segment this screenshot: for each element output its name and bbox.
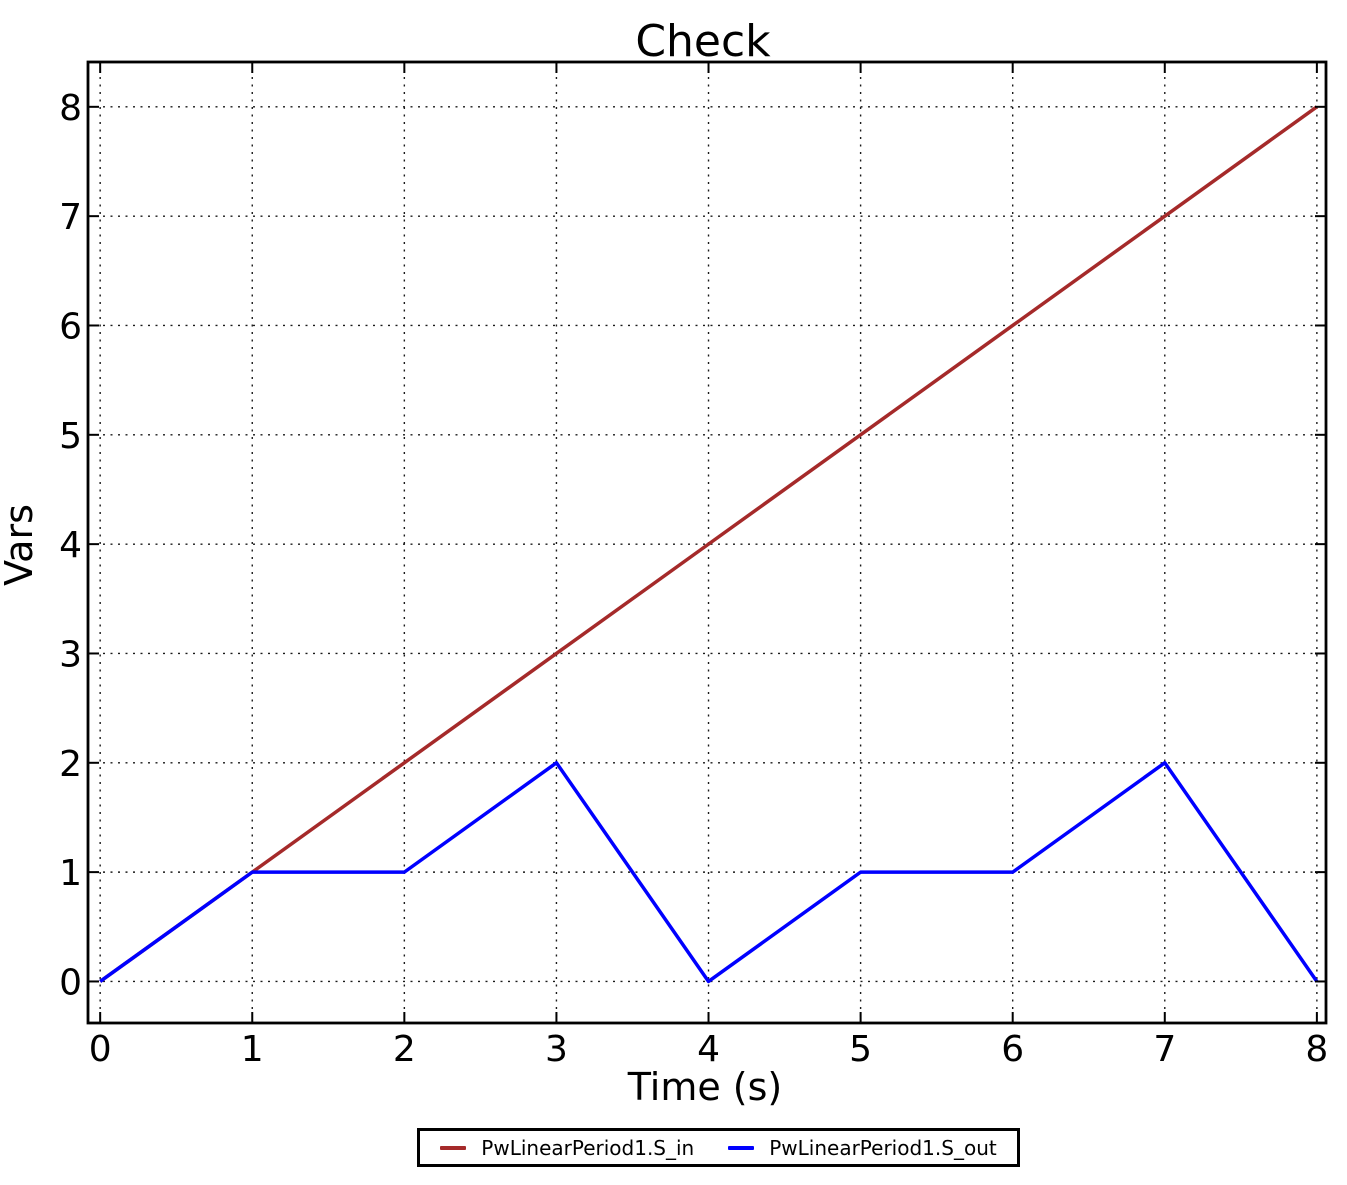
y-tick-label: 0 xyxy=(59,962,82,1003)
y-tick-label: 5 xyxy=(59,416,82,457)
tick-label-layer: 0 1 2 3 4 5 6 7 8 0 1 2 3 4 5 6 7 8 xyxy=(59,88,1328,1070)
series-layer xyxy=(99,105,1319,984)
y-tick-label: 1 xyxy=(59,853,82,894)
x-axis-label: Time (s) xyxy=(627,1065,783,1109)
axes-frame xyxy=(86,60,1328,1025)
legend-swatch-s-out-line-icon xyxy=(728,1145,755,1150)
x-tick-label: 4 xyxy=(697,1029,720,1070)
y-tick-label: 8 xyxy=(59,88,82,129)
legend: PwLinearPeriod1.S_in PwLinearPeriod1.S_o… xyxy=(417,1128,1020,1167)
y-tick-label: 6 xyxy=(59,306,82,347)
series-line-pwlinearperiod1-s-in xyxy=(99,105,1318,983)
x-tick-label: 5 xyxy=(849,1029,872,1070)
tick-layer xyxy=(88,62,1326,1023)
y-tick-label: 3 xyxy=(59,634,82,675)
grid-layer xyxy=(88,62,1326,1023)
x-tick-label: 3 xyxy=(545,1029,568,1070)
chart-title: Check xyxy=(635,16,771,67)
x-tick-label: 7 xyxy=(1153,1029,1176,1070)
y-tick-label: 7 xyxy=(59,197,82,238)
legend-label-s-out: PwLinearPeriod1.S_out xyxy=(769,1135,997,1160)
legend-item-s-in: PwLinearPeriod1.S_in xyxy=(440,1138,694,1158)
legend-item-s-out: PwLinearPeriod1.S_out xyxy=(728,1135,997,1160)
x-tick-label: 2 xyxy=(393,1029,416,1070)
y-axis-label: Vars xyxy=(0,504,41,586)
x-tick-label: 8 xyxy=(1305,1029,1328,1070)
legend-label-s-in: PwLinearPeriod1.S_in xyxy=(481,1135,695,1160)
x-tick-label: 1 xyxy=(241,1029,264,1070)
y-tick-label: 4 xyxy=(59,525,82,566)
series-line-pwlinearperiod1-s-out xyxy=(99,761,1319,984)
legend-swatch-s-in-line-icon xyxy=(440,1145,467,1150)
y-tick-label: 2 xyxy=(59,744,82,785)
x-tick-label: 0 xyxy=(89,1029,112,1070)
x-tick-label: 6 xyxy=(1001,1029,1024,1070)
